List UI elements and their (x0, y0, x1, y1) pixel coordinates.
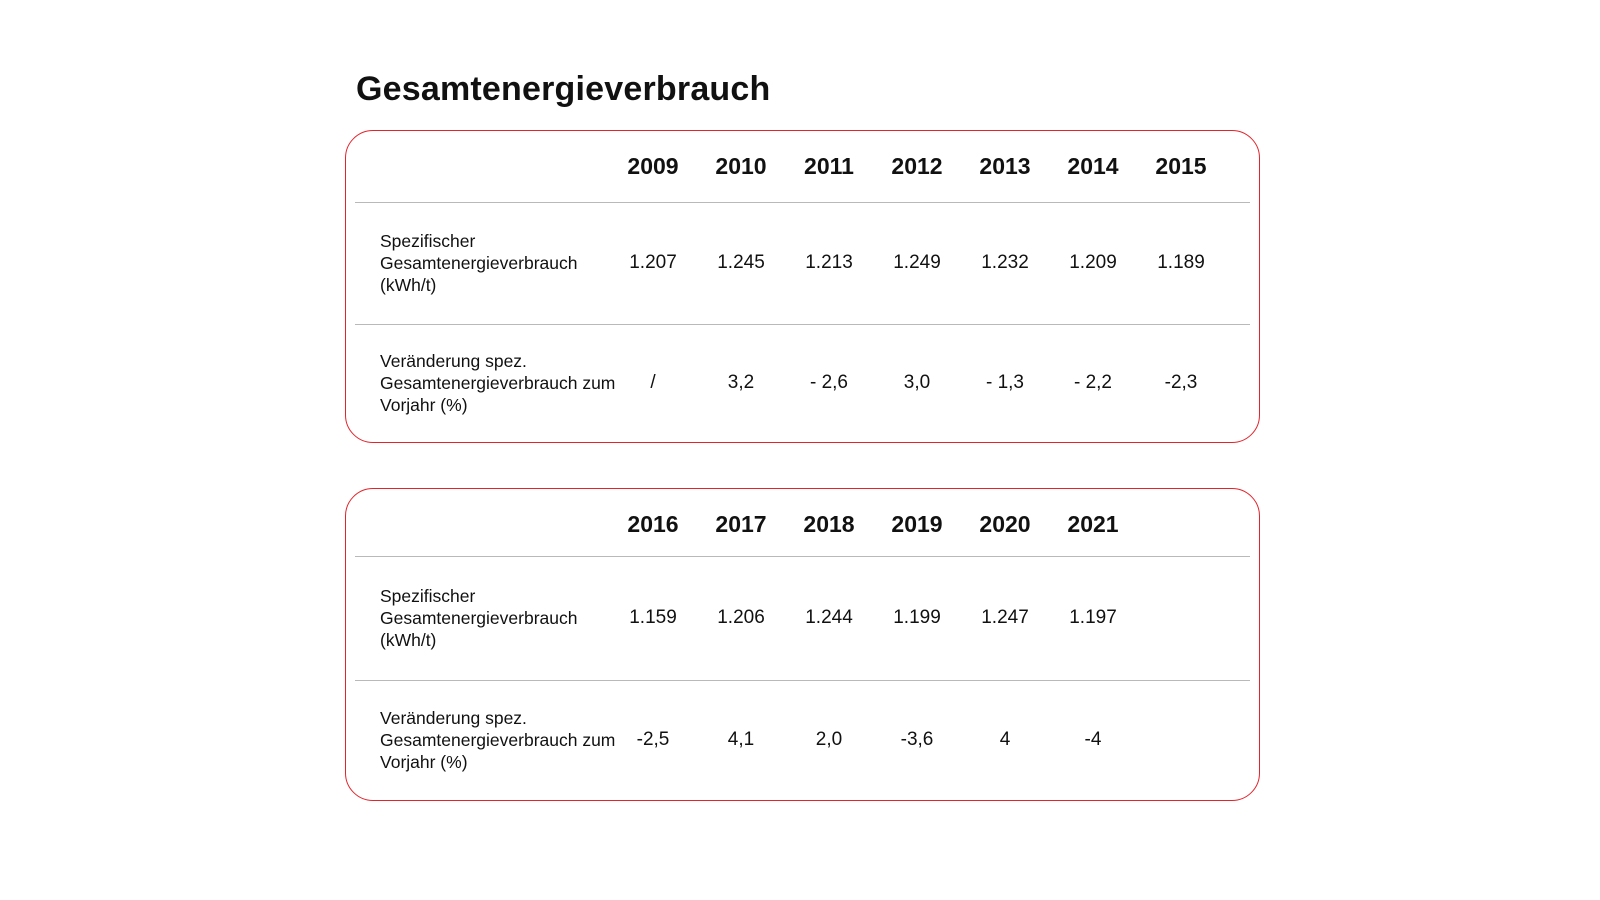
year-header-row: 2009 2010 2011 2012 2013 2014 2015 (346, 131, 1259, 201)
table-cell: 1.206 (717, 607, 765, 628)
year-header: 2019 (891, 510, 943, 537)
table-cell: 1.189 (1157, 252, 1205, 273)
table-cell: -4 (1084, 729, 1102, 750)
year-header: 2021 (1067, 510, 1119, 537)
year-header: 2009 (627, 152, 679, 179)
table-cell: 1.249 (893, 252, 941, 273)
row-label: Spezifischer Gesamtenergieverbrauch (kWh… (380, 586, 578, 650)
table-cell: 1.199 (893, 607, 941, 628)
table-cell: 1.207 (629, 252, 677, 273)
table-cell: 2,0 (815, 729, 843, 750)
table-cell: 1.232 (981, 252, 1029, 273)
table-cell: - 1,3 (985, 372, 1025, 393)
year-header: 2013 (979, 152, 1031, 179)
year-header: 2014 (1067, 152, 1119, 179)
table-cell: 1.197 (1069, 607, 1117, 628)
table-cell: - 2,2 (1073, 372, 1113, 393)
table-cell: -3,6 (900, 729, 934, 750)
table-cell: 4,1 (727, 729, 755, 750)
table-cell: -2,5 (636, 729, 670, 750)
year-header: 2012 (891, 152, 943, 179)
table-cell: / (650, 372, 656, 393)
table-cell: 1.244 (805, 607, 853, 628)
year-header: 2015 (1155, 152, 1207, 179)
table-cell: 3,2 (727, 372, 755, 393)
row-divider (355, 680, 1250, 681)
table-row: Veränderung spez. Gesamtenergieverbrauch… (346, 325, 1259, 441)
year-header: 2018 (803, 510, 855, 537)
table-cell: 3,0 (903, 372, 931, 393)
table-cell: 1.213 (805, 252, 853, 273)
row-label: Veränderung spez. Gesamtenergieverbrauch… (380, 708, 616, 772)
year-header: 2017 (715, 510, 767, 537)
table-cell: - 2,6 (809, 372, 849, 393)
year-header: 2020 (979, 510, 1031, 537)
table-card-2009-2015: 2009 2010 2011 2012 2013 2014 2015 Spezi… (345, 130, 1260, 443)
year-header: 2016 (627, 510, 679, 537)
page-title: Gesamtenergieverbrauch (356, 70, 771, 108)
year-header: 2010 (715, 152, 767, 179)
year-header-row: 2016 2017 2018 2019 2020 2021 (346, 489, 1259, 559)
row-divider (355, 202, 1250, 203)
year-header: 2011 (804, 152, 854, 179)
table-cell: -2,3 (1164, 372, 1198, 393)
row-divider (355, 556, 1250, 557)
table-cell: 1.245 (717, 252, 765, 273)
table-row: Veränderung spez. Gesamtenergieverbrauch… (346, 681, 1259, 799)
table-cell: 1.159 (629, 607, 677, 628)
row-label: Spezifischer Gesamtenergieverbrauch (kWh… (380, 231, 578, 295)
row-divider (355, 324, 1250, 325)
row-label: Veränderung spez. Gesamtenergieverbrauch… (380, 351, 616, 415)
table-cell: 4 (999, 729, 1011, 750)
table-card-2016-2021: 2016 2017 2018 2019 2020 2021 Spezifisch… (345, 488, 1260, 801)
table-row: Spezifischer Gesamtenergieverbrauch (kWh… (346, 557, 1259, 679)
table-cell: 1.247 (981, 607, 1029, 628)
table-cell: 1.209 (1069, 252, 1117, 273)
table-row: Spezifischer Gesamtenergieverbrauch (kWh… (346, 203, 1259, 323)
